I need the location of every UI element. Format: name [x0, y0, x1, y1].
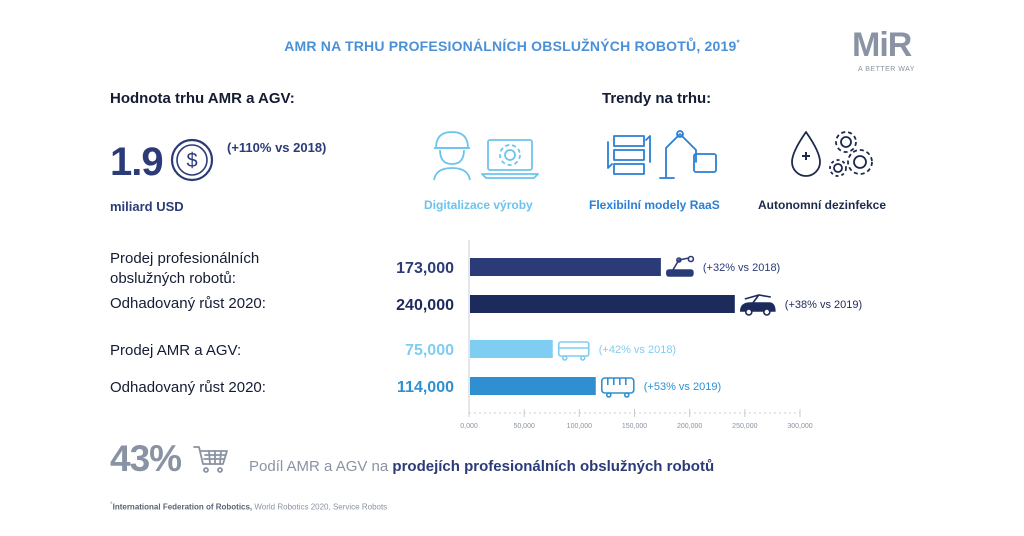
- x-tick-label: 200,000: [677, 423, 702, 430]
- row-label-professional-growth: Odhadovaný růst 2020:: [110, 295, 266, 312]
- row-label-professional-2: obslužných robotů:: [110, 270, 236, 287]
- footnote: *International Federation of Robotics, W…: [110, 501, 387, 512]
- chart-title-text: AMR NA TRHU PROFESIONÁLNÍCH OBSLUŽNÝCH R…: [284, 38, 737, 54]
- bar-value-label: 114,000: [397, 379, 454, 396]
- x-tick-label: 0,000: [460, 423, 478, 430]
- market-growth: (+110% vs 2018): [227, 140, 327, 155]
- x-tick-label: 150,000: [622, 423, 647, 430]
- robot-arm-vehicle-icon: [666, 255, 695, 277]
- footnote-mark: *: [110, 501, 113, 508]
- crane-truck-icon: [739, 294, 776, 316]
- mir-logo: MiR: [852, 26, 912, 65]
- trend-label-digitalization: Digitalizace výroby: [424, 198, 533, 212]
- bar-annotation: (+42% vs 2018): [599, 344, 676, 356]
- market-heading: Hodnota trhu AMR a AGV:: [110, 90, 295, 107]
- bar: [470, 258, 661, 276]
- shelves-robot-arm-icon: [607, 130, 717, 179]
- worker-laptop-gear-icon: [433, 131, 539, 181]
- bar-annotation: (+53% vs 2019): [644, 381, 721, 393]
- market-unit: miliard USD: [110, 199, 184, 214]
- share-text: Podíl AMR a AGV na prodejích profesionál…: [249, 458, 714, 475]
- bar-annotation: (+32% vs 2018): [703, 262, 780, 274]
- svg-text:$: $: [186, 150, 197, 172]
- drop-gears-icon: [791, 131, 873, 177]
- logo-tagline: A BETTER WAY: [858, 66, 915, 73]
- row-label-amr: Prodej AMR a AGV:: [110, 342, 242, 359]
- bar: [470, 377, 596, 395]
- footnote-source-bold: International Federation of Robotics,: [112, 502, 253, 512]
- bar: [470, 295, 735, 313]
- trend-label-raas: Flexibilní modely RaaS: [589, 198, 720, 212]
- bar-value-label: 173,000: [396, 260, 454, 277]
- chart-title: AMR NA TRHU PROFESIONÁLNÍCH OBSLUŽNÝCH R…: [0, 38, 1024, 54]
- bar: [470, 340, 553, 358]
- x-tick-label: 250,000: [732, 423, 757, 430]
- cart-robot-icon: [557, 341, 590, 361]
- logo-text: MiR: [852, 26, 912, 64]
- x-tick-label: 50,000: [513, 423, 535, 430]
- title-footnote-mark: *: [736, 38, 740, 48]
- share-percent: 43%: [110, 438, 182, 479]
- dollar-coin-icon: $: [170, 138, 214, 182]
- row-label-professional-1: Prodej profesionálních: [110, 250, 260, 267]
- row-label-amr-growth: Odhadovaný růst 2020:: [110, 379, 266, 396]
- market-value: 1.9: [110, 140, 164, 184]
- bus-robot-icon: [600, 377, 635, 398]
- trend-label-disinfection: Autonomní dezinfekce: [758, 198, 887, 212]
- trends-heading: Trendy na trhu:: [602, 90, 712, 107]
- shopping-cart-icon: [193, 446, 228, 473]
- x-tick-label: 300,000: [787, 423, 812, 430]
- bar-annotation: (+38% vs 2019): [785, 299, 862, 311]
- bar-value-label: 240,000: [396, 297, 454, 314]
- share-text-prefix: Podíl AMR a AGV na: [249, 458, 393, 475]
- footnote-source-rest: World Robotics 2020, Service Robots: [252, 502, 388, 512]
- bar-value-label: 75,000: [405, 342, 454, 359]
- x-tick-label: 100,000: [567, 423, 592, 430]
- share-text-bold: prodejích profesionálních obslužných rob…: [392, 458, 715, 475]
